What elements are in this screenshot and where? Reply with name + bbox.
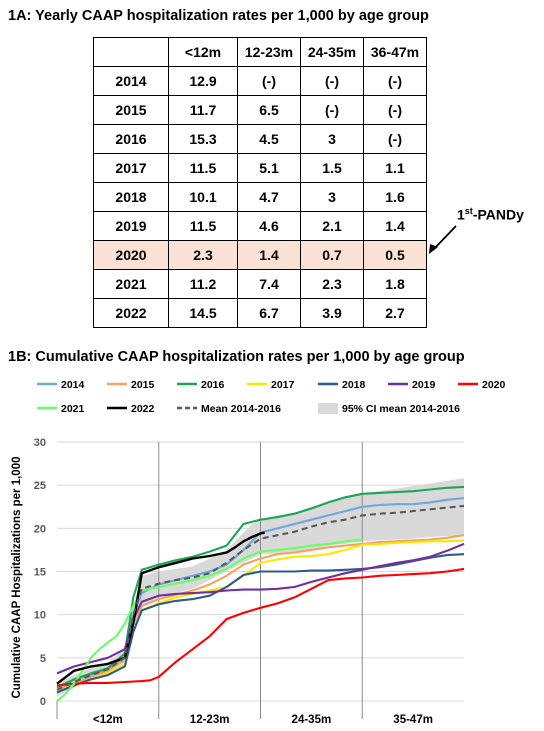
series-line-2021 xyxy=(56,538,363,702)
legend-label: 2019 xyxy=(412,379,436,391)
rate-cell: 11.7 xyxy=(168,95,238,125)
rate-cell: 2.3 xyxy=(300,269,364,299)
rate-cell: 10.1 xyxy=(168,182,238,212)
legend-label: 2015 xyxy=(131,379,155,391)
y-tick-label: 15 xyxy=(34,567,46,579)
series-line-2018 xyxy=(56,553,465,694)
rate-cell: 12.9 xyxy=(168,66,238,96)
table-title: 1A: Yearly CAAP hospitalization rates pe… xyxy=(8,8,429,24)
legend-label: 2021 xyxy=(61,403,85,415)
rate-cell: 2.3 xyxy=(168,240,238,270)
pandy-prefix: 1 xyxy=(457,206,465,223)
y-axis-label: Cumulative CAAP Hospitalizations per 1,0… xyxy=(11,457,23,699)
series-line-2019 xyxy=(56,542,465,675)
rate-cell: 3.9 xyxy=(300,298,364,328)
column-header: <12m xyxy=(168,37,238,67)
pandy-superscript: st xyxy=(464,206,473,216)
rate-cell: (-) xyxy=(300,95,364,125)
legend-label: 2016 xyxy=(201,379,225,391)
legend-swatch xyxy=(318,403,338,414)
table-row: 2015 11.7 6.5 (-) (-) xyxy=(93,95,427,125)
table-row: 2016 15.3 4.5 3 (-) xyxy=(93,124,427,154)
legend-label: 2022 xyxy=(131,403,155,415)
pandy-text: -PANDy xyxy=(472,206,524,223)
legend-label: 2018 xyxy=(342,379,366,391)
row-year: 2015 xyxy=(93,95,169,125)
series-line-2020 xyxy=(56,567,465,687)
pandy-annotation: 1st-PANDy xyxy=(457,206,524,223)
row-year: 2018 xyxy=(93,182,169,212)
rate-cell: (-) xyxy=(363,95,427,125)
legend-label: 2017 xyxy=(271,379,295,391)
rate-cell: 2.7 xyxy=(363,298,427,328)
table-header-row: <12m 12-23m 24-35m 36-47m xyxy=(93,37,427,67)
rate-cell: 11.2 xyxy=(168,269,238,299)
legend-label: 2020 xyxy=(482,379,506,391)
y-tick-label: 0 xyxy=(40,696,46,708)
chart-title: 1B: Cumulative CAAP hospitalization rate… xyxy=(8,349,465,365)
rate-cell: 7.4 xyxy=(237,269,301,299)
x-category-label: 12-23m xyxy=(190,714,230,726)
rate-cell: (-) xyxy=(363,66,427,96)
rate-cell: (-) xyxy=(237,66,301,96)
legend-label: Mean 2014-2016 xyxy=(201,403,281,415)
rate-cell: 14.5 xyxy=(168,298,238,328)
rate-cell: 15.3 xyxy=(168,124,238,154)
table-row: 2014 12.9 (-) (-) (-) xyxy=(93,66,427,96)
rate-cell: 6.7 xyxy=(237,298,301,328)
y-tick-label: 30 xyxy=(34,437,46,449)
series-line-2022 xyxy=(56,531,265,685)
column-header: 36-47m xyxy=(363,37,427,67)
header-corner xyxy=(93,37,169,67)
rate-cell: 1.4 xyxy=(363,211,427,241)
annotation-arrow xyxy=(432,225,457,251)
rate-cell: 0.5 xyxy=(363,240,427,270)
row-year: 2022 xyxy=(93,298,169,328)
y-tick-label: 25 xyxy=(34,480,46,492)
x-category-label: 24-35m xyxy=(292,714,332,726)
legend-label: 2014 xyxy=(61,379,85,391)
rate-cell: 0.7 xyxy=(300,240,364,270)
rate-cell: (-) xyxy=(300,66,364,96)
rate-cell: 1.6 xyxy=(363,182,427,212)
series-line-mean-2014-2016 xyxy=(56,504,465,691)
y-tick-label: 10 xyxy=(34,610,46,622)
rate-cell: 3 xyxy=(300,182,364,212)
rate-cell: 11.5 xyxy=(168,153,238,183)
table-row: 2020 2.3 1.4 0.7 0.5 xyxy=(93,240,427,270)
row-year: 2016 xyxy=(93,124,169,154)
column-header: 24-35m xyxy=(300,37,364,67)
y-tick-label: 5 xyxy=(40,653,46,665)
table-row: 2019 11.5 4.6 2.1 1.4 xyxy=(93,211,427,241)
rate-cell: 1.4 xyxy=(237,240,301,270)
y-tick-label: 20 xyxy=(34,523,46,535)
rate-cell: 1.5 xyxy=(300,153,364,183)
legend-label: 95% CI mean 2014-2016 xyxy=(342,403,460,415)
annotation-arrowhead xyxy=(429,244,438,254)
x-category-label: 35-47m xyxy=(393,714,433,726)
table-row: 2022 14.5 6.7 3.9 2.7 xyxy=(93,298,427,328)
row-year: 2020 xyxy=(93,240,169,270)
rate-cell: 1.8 xyxy=(363,269,427,299)
rates-table: <12m 12-23m 24-35m 36-47m 2014 12.9 (-) (-) (-) 2… xyxy=(93,37,427,328)
x-category-label: <12m xyxy=(93,714,123,726)
